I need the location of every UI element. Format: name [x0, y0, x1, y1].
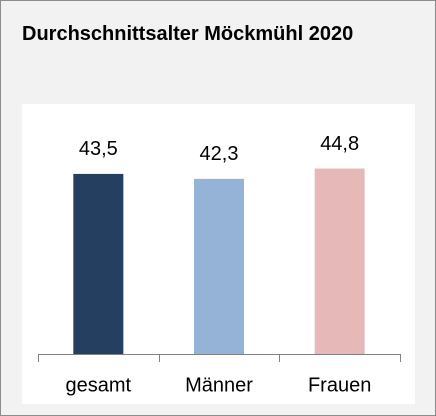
chart-title: Durchschnittsalter Möckmühl 2020 [22, 23, 354, 45]
value-label: 42,3 [200, 143, 239, 165]
bar [314, 168, 365, 354]
bar [194, 178, 244, 354]
bar [73, 173, 124, 354]
x-tick-label: gesamt [66, 374, 132, 396]
value-label: 44,8 [320, 133, 359, 155]
value-label: 43,5 [79, 138, 118, 160]
x-tick-label: Männer [185, 374, 253, 396]
x-tick-label: Frauen [308, 374, 371, 396]
